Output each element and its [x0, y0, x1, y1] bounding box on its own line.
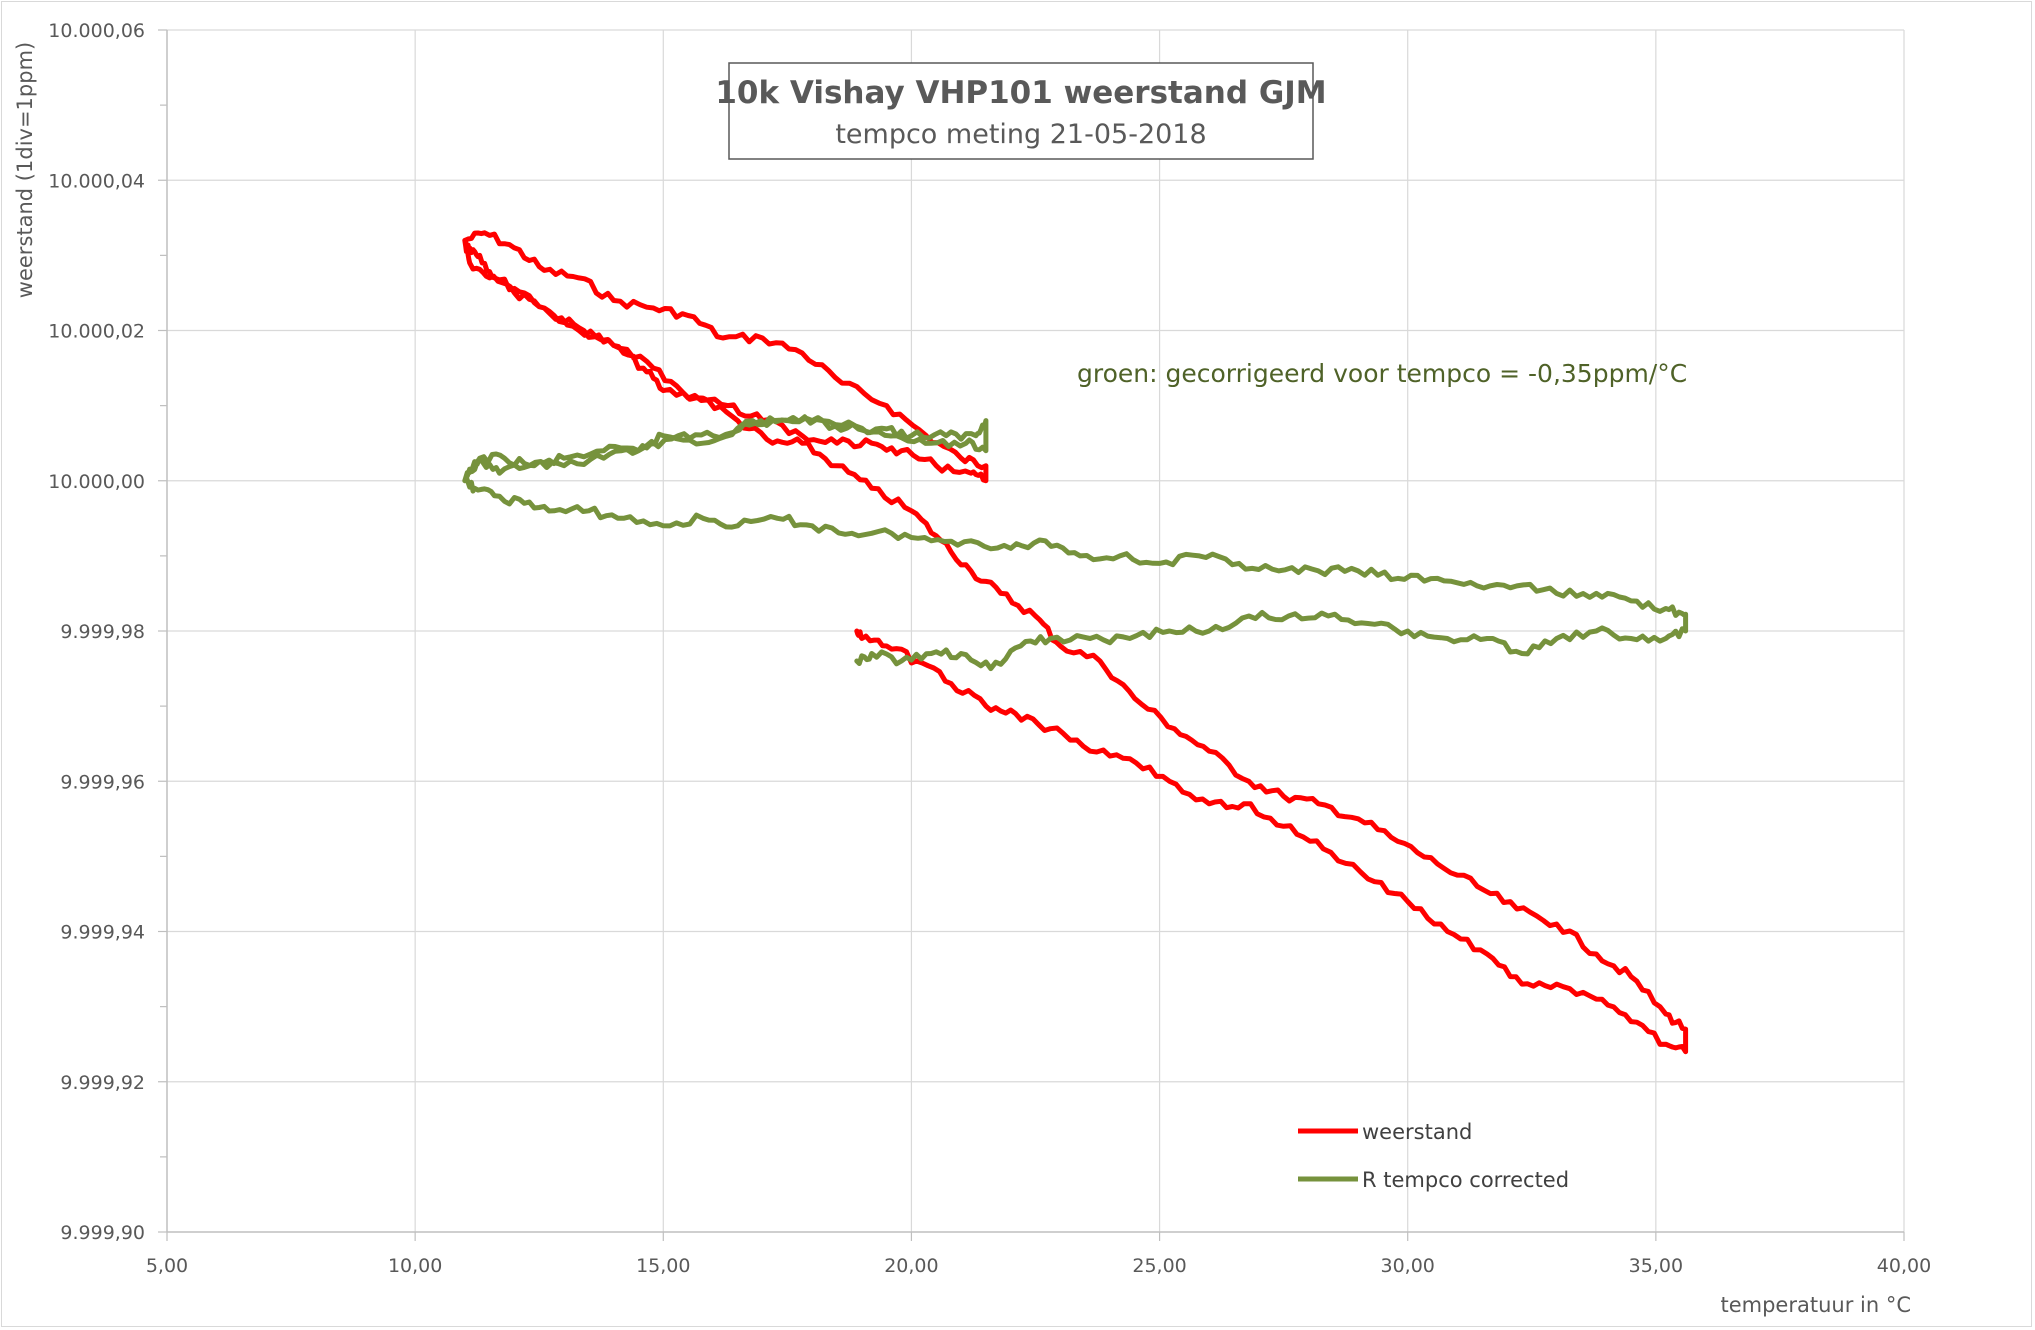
x-tick-label: 30,00 — [1381, 1255, 1435, 1277]
title-box: 10k Vishay VHP101 weerstand GJM tempco m… — [715, 62, 1327, 160]
y-tick-label: 9.999,98 — [60, 621, 145, 643]
y-tick-label: 10.000,00 — [48, 471, 145, 493]
x-tick-label: 25,00 — [1132, 1255, 1186, 1277]
y-tick-label: 9.999,92 — [60, 1072, 145, 1094]
legend-label-weerstand: weerstand — [1362, 1120, 1472, 1144]
y-axis-title: weerstand (1div=1ppm) — [13, 42, 37, 298]
y-tick-label: 10.000,06 — [48, 20, 145, 42]
series-line-r-tempco-corrected — [462, 414, 1689, 672]
legend-label-r-tempco-corrected: R tempco corrected — [1362, 1168, 1569, 1192]
x-tick-label: 10,00 — [388, 1255, 442, 1277]
x-tick-label: 15,00 — [636, 1255, 690, 1277]
series-layer — [462, 230, 1689, 1055]
series-line-weerstand — [462, 230, 1689, 1055]
x-tick-label: 35,00 — [1629, 1255, 1683, 1277]
y-tick-label: 9.999,90 — [60, 1222, 145, 1244]
y-tick-label: 10.000,04 — [48, 170, 145, 192]
y-tick-label: 10.000,02 — [48, 321, 145, 343]
x-tick-label: 20,00 — [884, 1255, 938, 1277]
chart-title: 10k Vishay VHP101 weerstand GJM — [715, 75, 1326, 111]
legend: weerstand R tempco corrected — [1298, 1120, 1569, 1192]
y-tick-label: 9.999,96 — [60, 771, 145, 793]
axes — [158, 29, 1905, 1241]
x-axis-title: temperatuur in °C — [1720, 1293, 1911, 1317]
x-tick-label: 40,00 — [1877, 1255, 1931, 1277]
x-tick-label: 5,00 — [146, 1255, 188, 1277]
y-tick-label: 9.999,94 — [60, 922, 145, 944]
tempco-annotation: groen: gecorrigeerd voor tempco = -0,35p… — [1077, 359, 1687, 388]
chart-subtitle: tempco meting 21-05-2018 — [835, 119, 1206, 150]
grid — [167, 29, 1905, 1232]
tick-labels: 5,00 10,00 15,00 20,00 25,00 30,00 35,00 40,00 9… — [48, 20, 1931, 1277]
